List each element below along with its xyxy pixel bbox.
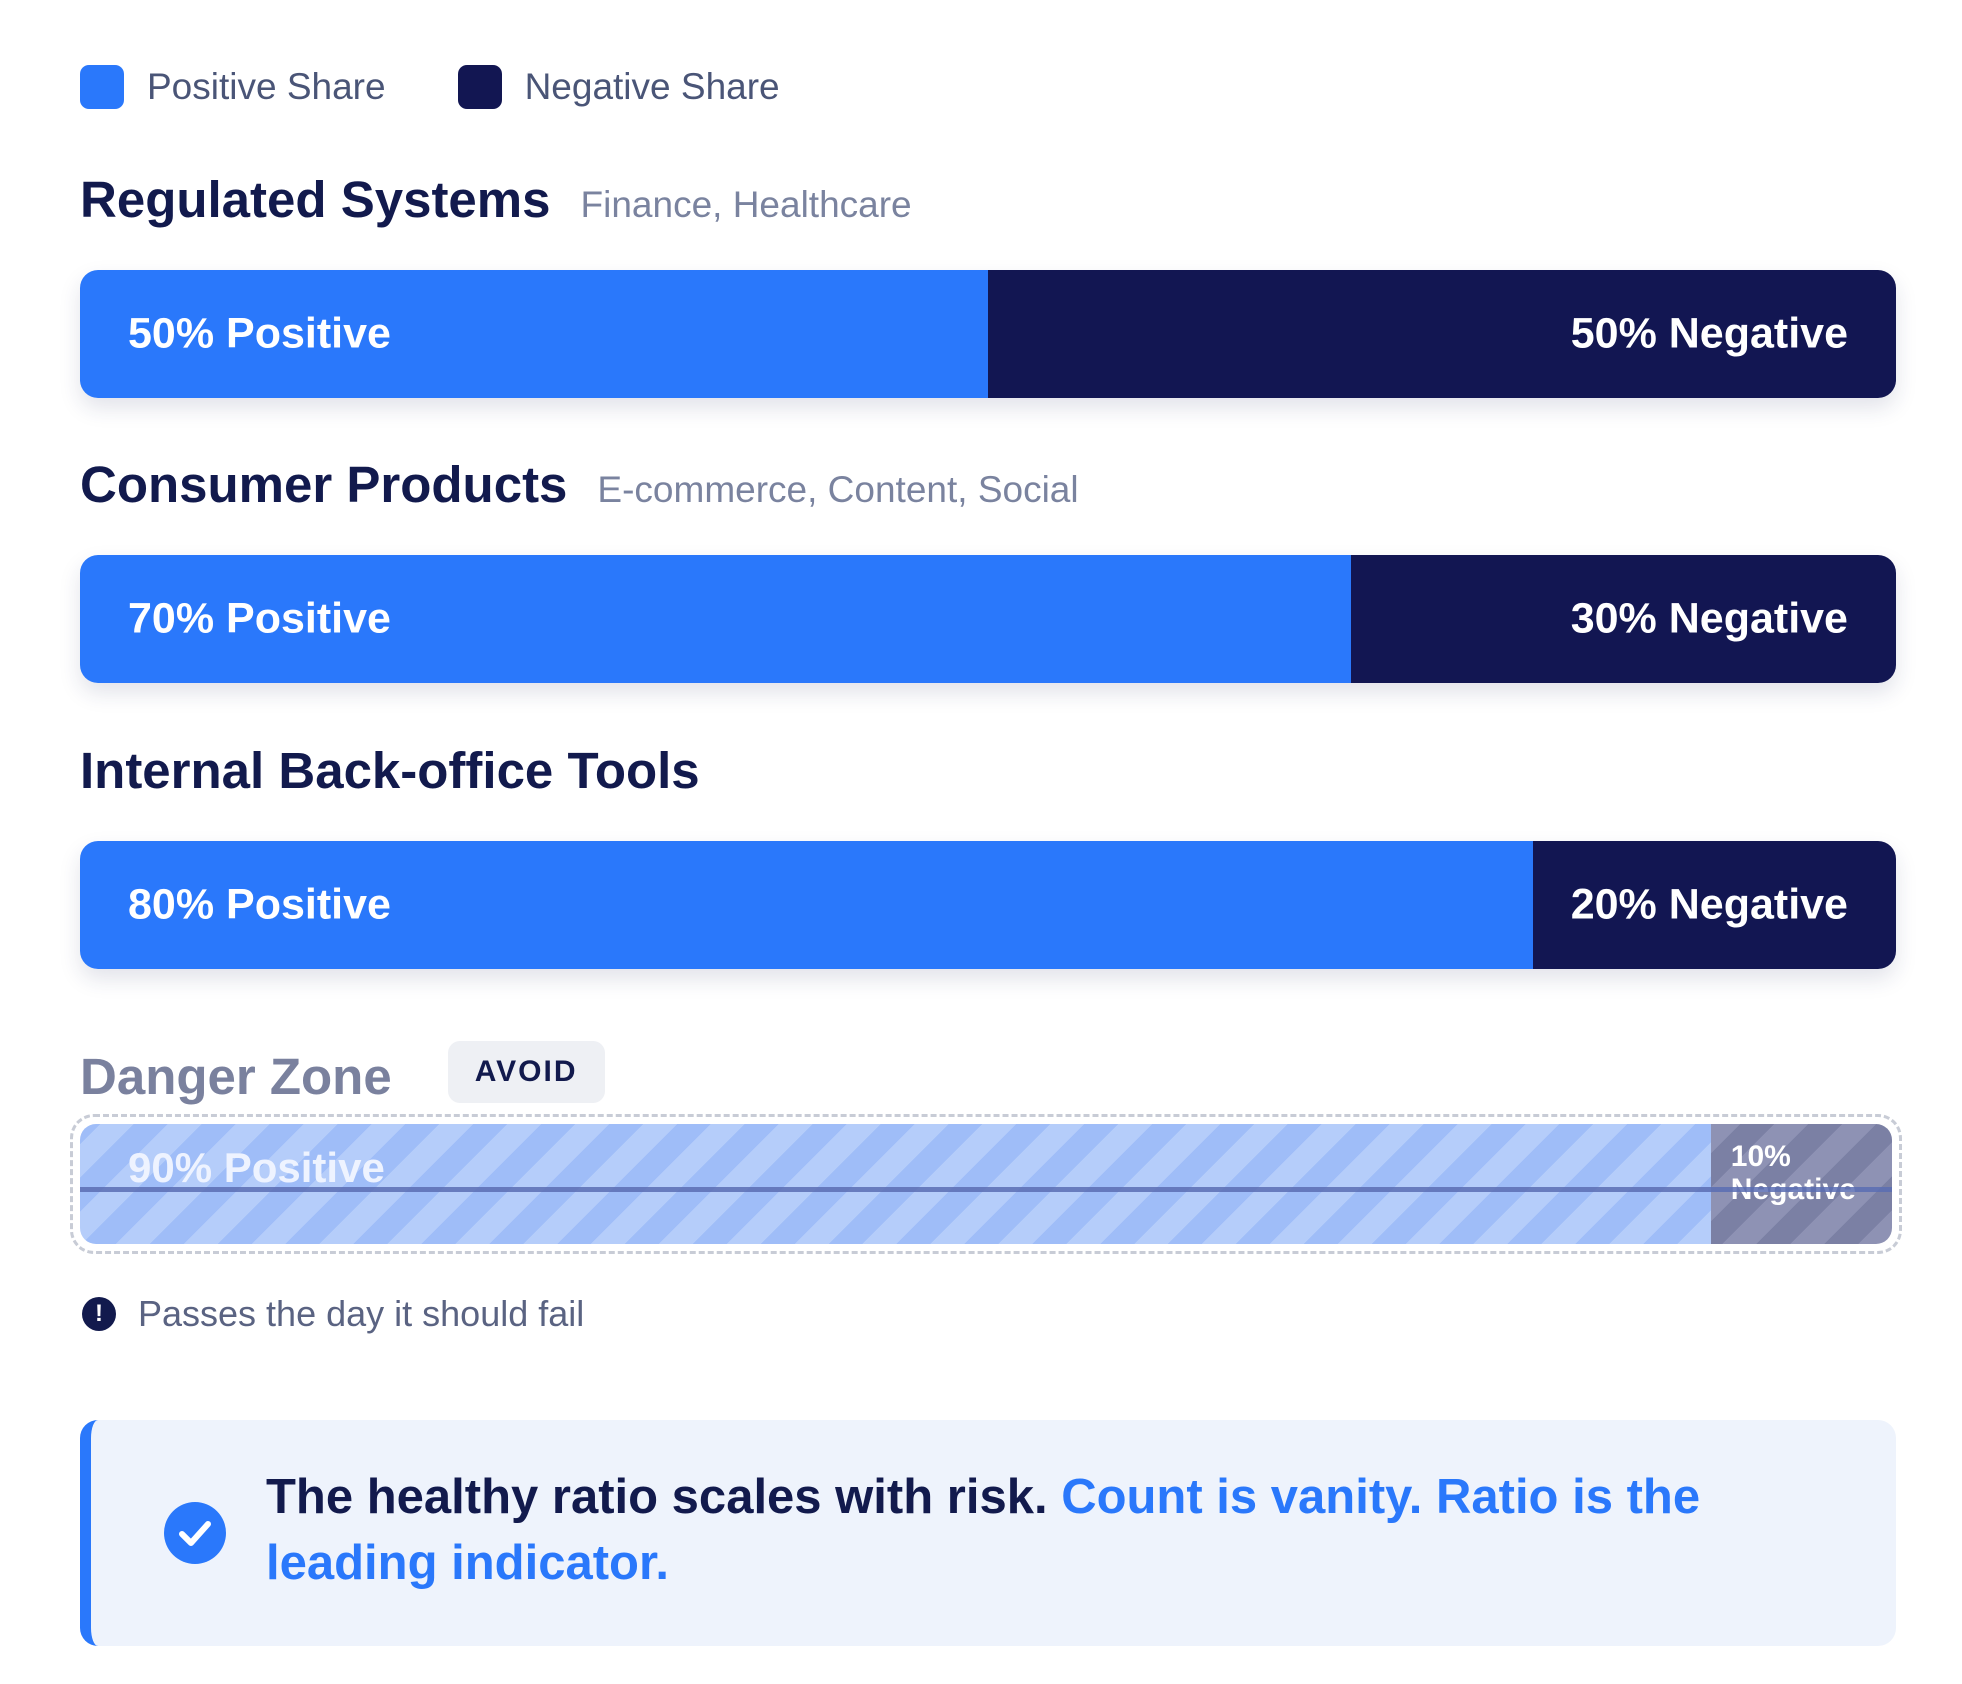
category-title: Regulated Systems — [80, 171, 551, 228]
callout-accent: Count is vanity. Ratio is the leading in… — [266, 1470, 1701, 1590]
positive-label: 80% Positive — [128, 880, 391, 929]
legend-swatch-negative — [457, 65, 502, 109]
negative-label: 50% Negative — [1570, 309, 1848, 358]
category-regulated-systems: Regulated Systems Finance, Healthcare 50… — [80, 170, 1896, 398]
negative-label: 10% Negative — [1730, 1140, 1856, 1206]
bar-segment-negative: 50% Negative — [988, 270, 1896, 398]
bar-segment-positive: 90% Positive — [80, 1124, 1711, 1244]
avoid-badge: AVOID — [447, 1041, 605, 1103]
danger-note: ! Passes the day it should fail — [82, 1293, 584, 1335]
stacked-bar: 70% Positive 30% Negative — [80, 555, 1896, 683]
chart-legend: Positive Share Negative Share — [80, 65, 852, 109]
insight-callout: The healthy ratio scales with risk. Coun… — [80, 1420, 1896, 1646]
stacked-bar: 50% Positive 50% Negative — [80, 270, 1896, 398]
bar-segment-positive: 50% Positive — [80, 270, 988, 398]
bar-segment-positive: 80% Positive — [80, 841, 1533, 969]
legend-item-negative: Negative Share — [457, 65, 780, 109]
bar-segment-negative: 20% Negative — [1532, 841, 1896, 969]
negative-label: 20% Negative — [1570, 880, 1848, 929]
category-internal-tools: Internal Back-office Tools 80% Positive … — [80, 741, 1896, 969]
danger-bar-frame: 90% Positive 10% Negative — [70, 1114, 1902, 1254]
legend-swatch-positive — [80, 65, 124, 109]
positive-label: 70% Positive — [128, 594, 391, 643]
strikethrough-line — [80, 1187, 1892, 1192]
bar-segment-negative: 10% Negative — [1710, 1124, 1892, 1244]
negative-label: 30% Negative — [1570, 594, 1848, 643]
callout-text: The healthy ratio scales with risk. Coun… — [266, 1464, 1766, 1596]
category-subtitle: Finance, Healthcare — [580, 184, 912, 225]
positive-label: 50% Positive — [128, 309, 391, 358]
category-subtitle: E-commerce, Content, Social — [597, 469, 1079, 510]
check-circle-icon — [164, 1502, 226, 1564]
legend-label-positive: Positive Share — [147, 66, 386, 107]
category-title: Consumer Products — [80, 456, 568, 513]
callout-main: The healthy ratio scales with risk. — [266, 1470, 1048, 1524]
legend-item-positive: Positive Share — [80, 65, 386, 109]
danger-stacked-bar: 90% Positive 10% Negative — [80, 1124, 1892, 1244]
bar-segment-positive: 70% Positive — [80, 555, 1352, 683]
category-consumer-products: Consumer Products E-commerce, Content, S… — [80, 455, 1896, 683]
stacked-bar: 80% Positive 20% Negative — [80, 841, 1896, 969]
legend-label-negative: Negative Share — [524, 66, 780, 107]
alert-icon: ! — [82, 1297, 116, 1331]
note-text: Passes the day it should fail — [138, 1293, 585, 1334]
danger-zone: Danger Zone AVOID 90% Positive 10% Negat… — [70, 1040, 1902, 1254]
bar-segment-negative: 30% Negative — [1351, 555, 1896, 683]
category-title: Internal Back-office Tools — [80, 742, 700, 799]
positive-label: 90% Positive — [128, 1144, 385, 1191]
danger-zone-title: Danger Zone — [80, 1047, 392, 1105]
